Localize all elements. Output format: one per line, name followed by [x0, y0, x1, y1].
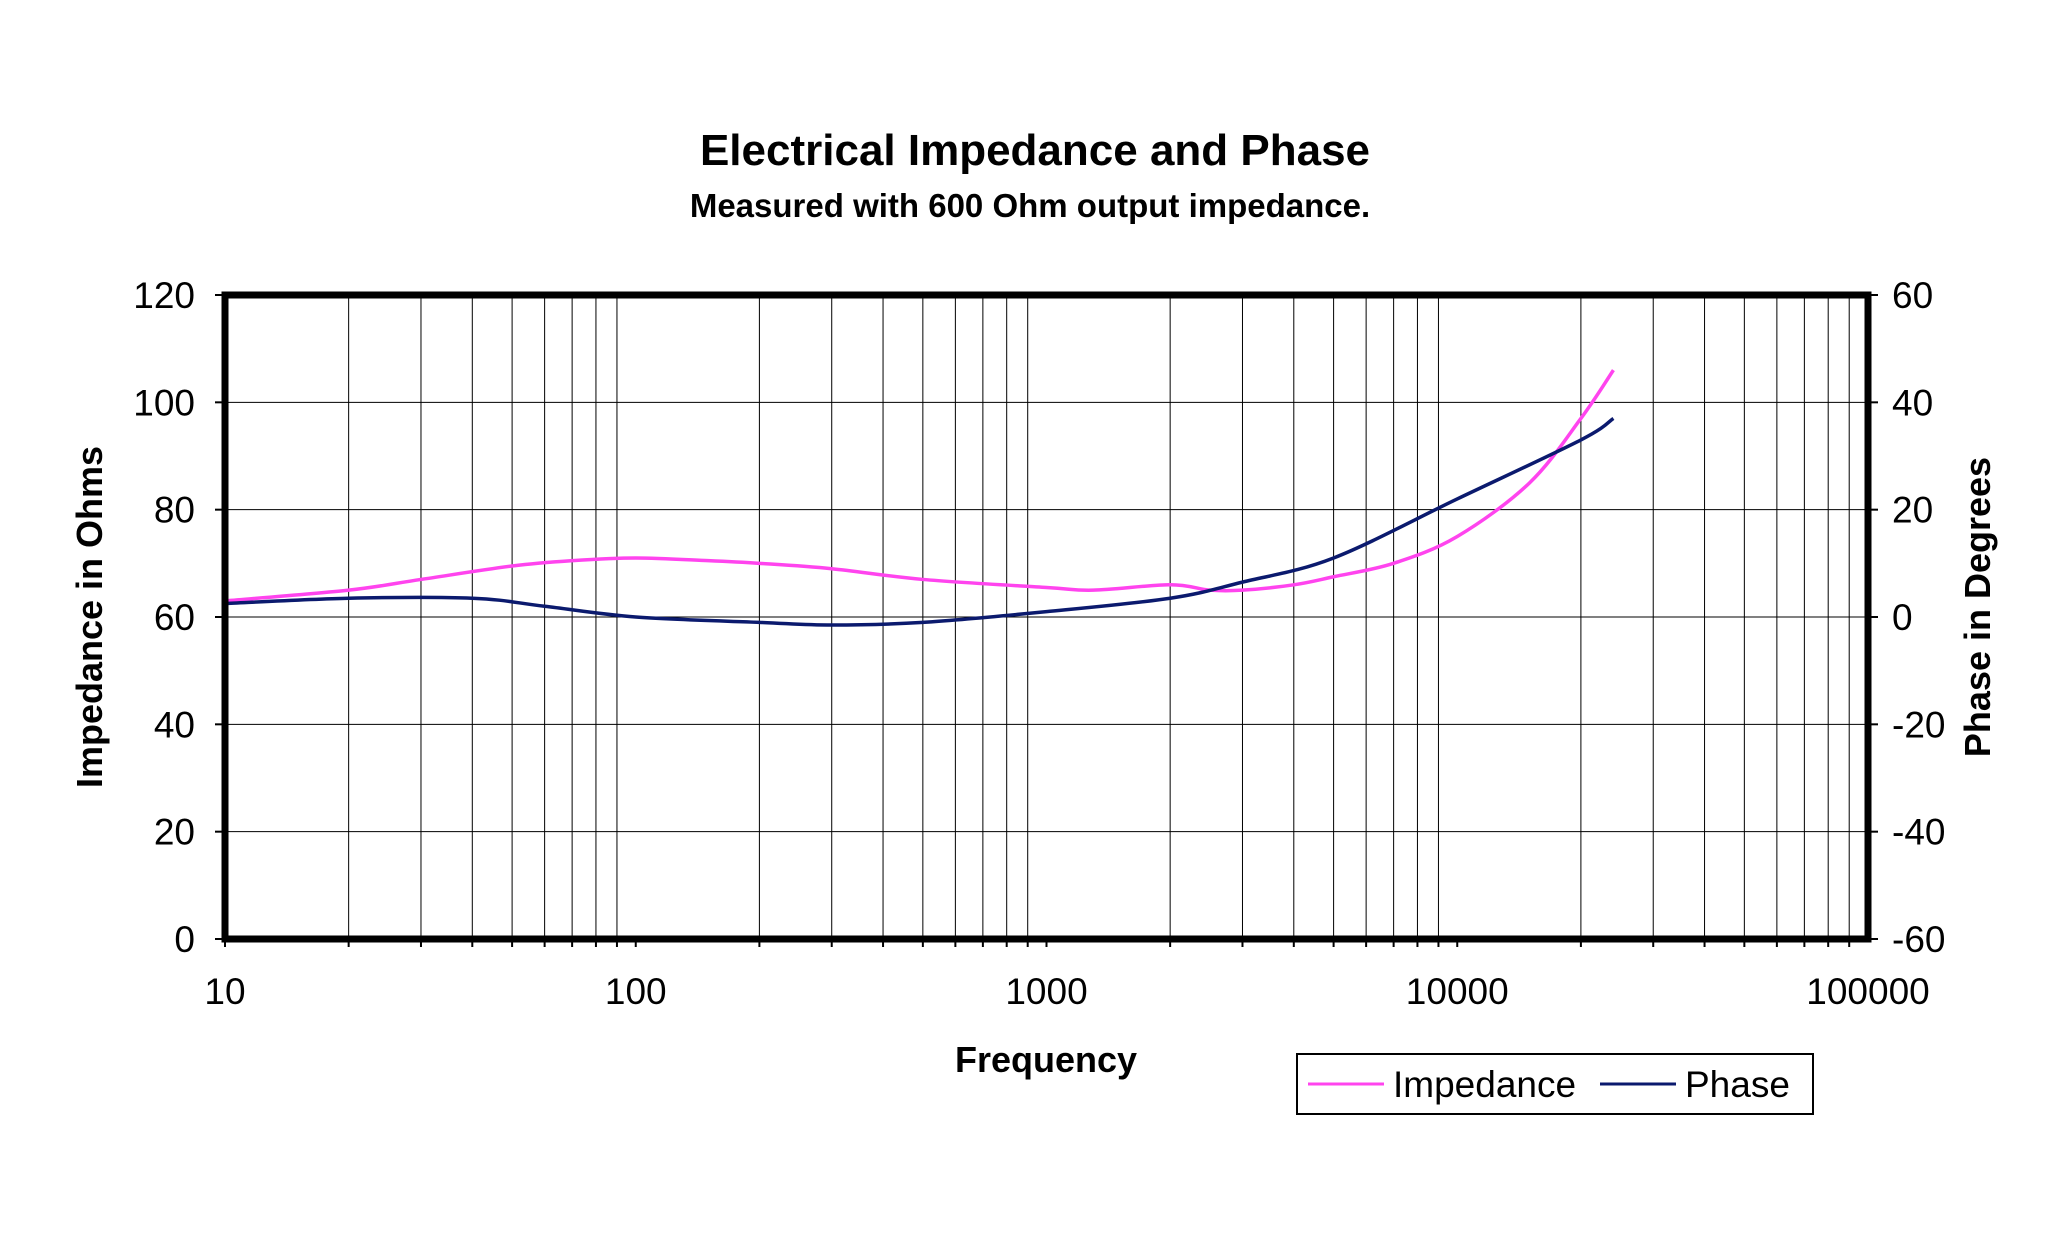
y-tick-label: 0 — [174, 919, 195, 960]
legend-label-phase: Phase — [1685, 1064, 1790, 1105]
x-tick-label: 1000 — [1005, 971, 1087, 1012]
series-line-impedance — [224, 369, 1615, 603]
x-tick-label: 10 — [204, 971, 245, 1012]
y-tick-label: 100 — [133, 382, 195, 423]
x-tick-label: 10000 — [1406, 971, 1509, 1012]
x-tick-label: 100000 — [1806, 971, 1929, 1012]
y2-tick-label: -60 — [1892, 919, 1945, 960]
grid — [215, 294, 1878, 947]
y-tick-label: 120 — [133, 275, 195, 316]
series-lines — [224, 369, 1615, 627]
series-line-phase — [224, 416, 1615, 627]
y2-tick-label: 0 — [1892, 597, 1913, 638]
y-axis-label: Impedance in Ohms — [69, 446, 110, 788]
y2-tick-label: 40 — [1892, 382, 1933, 423]
legend-label-impedance: Impedance — [1393, 1064, 1576, 1105]
y-tick-label: 40 — [154, 704, 195, 745]
y2-tick-label: 20 — [1892, 490, 1933, 531]
chart-subtitle: Measured with 600 Ohm output impedance. — [690, 187, 1370, 224]
tick-labels: 0 20 40 60 80 100 120 -60 -40 -20 0 20 40 60 10 100 1000… — [133, 275, 1945, 1012]
y2-tick-label: 60 — [1892, 275, 1933, 316]
y2-tick-label: -40 — [1892, 812, 1945, 853]
legend: Impedance Phase — [1296, 1053, 1814, 1115]
y2-tick-label: -20 — [1892, 704, 1945, 745]
y-tick-label: 20 — [154, 812, 195, 853]
y2-axis-label: Phase in Degrees — [1957, 457, 1998, 757]
chart-title: Electrical Impedance and Phase — [700, 126, 1370, 175]
y-tick-label: 60 — [154, 597, 195, 638]
x-tick-label: 100 — [605, 971, 667, 1012]
plot-frame — [221, 291, 1872, 943]
x-axis-label: Frequency — [955, 1039, 1137, 1080]
y-tick-label: 80 — [154, 490, 195, 531]
